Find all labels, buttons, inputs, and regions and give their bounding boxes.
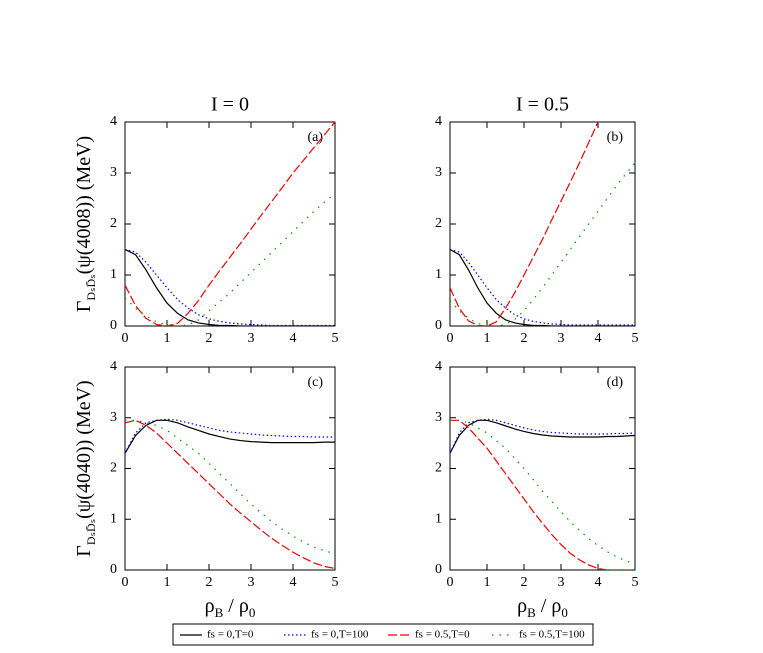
y-tick-label: 4 [110,359,117,374]
y-axis-label: ΓDₛD̄ₛ(ψ(4040)) (MeV) [73,380,98,556]
legend-box [172,623,594,646]
x-label-numer: ρ [205,595,215,617]
x-label-numer: ρ [517,595,527,617]
panel-title: I = 0.5 [516,94,569,116]
y-tick-label: 3 [435,410,442,425]
x-tick-label: 4 [595,331,602,346]
series-line [125,248,335,326]
y-tick-label: 1 [110,267,117,282]
y-tick-label: 2 [435,461,442,476]
x-tick-label: 4 [595,575,602,590]
series-line [450,248,635,326]
y-tick-label: 3 [110,410,117,425]
x-label-denom: ρ [239,595,249,617]
x-tick-label: 1 [484,331,491,346]
x-tick-label: 0 [447,575,454,590]
x-tick-label: 5 [332,331,339,346]
x-label-sub: B [215,605,224,620]
y-tick-label: 0 [435,318,442,333]
x-tick-label: 1 [164,331,171,346]
x-tick-label: 3 [558,331,565,346]
y-tick-label: 4 [110,114,117,129]
x-axis-label: ρB / ρ0 [205,595,256,621]
legend-label: fs = 0,T=100 [311,629,369,641]
y-tick-label: 1 [110,511,117,526]
series-line [125,248,335,326]
x-tick-label: 0 [447,331,454,346]
plot-frame [449,121,636,327]
series-line [125,192,335,326]
series-line [125,419,335,570]
y-tick-label: 4 [435,359,442,374]
x-label-sep: / [536,595,552,617]
series-line [125,418,335,454]
y-tick-label: 3 [435,165,442,180]
plot-frame [449,366,636,571]
x-tick-label: 2 [521,575,528,590]
x-tick-label: 3 [248,575,255,590]
panel-label: (b) [607,130,624,145]
x-tick-label: 2 [206,331,213,346]
x-tick-label: 1 [164,575,171,590]
x-tick-label: 4 [290,331,297,346]
series-line [125,122,335,326]
y-label-rest: (ψ(4040)) (MeV) [73,380,95,519]
y-axis-label: ΓDₛD̄ₛ(ψ(4008)) (MeV) [73,136,98,312]
legend-label: fs = 0.5,T=0 [415,629,470,641]
panel-title: I = 0 [211,94,249,116]
x-tick-label: 3 [558,575,565,590]
x-tick-label: 0 [122,575,129,590]
x-tick-label: 4 [290,575,297,590]
series-line [125,419,335,454]
legend-label: fs = 0,T=0 [207,629,254,641]
y-tick-label: 1 [435,511,442,526]
panel-label: (c) [307,375,323,390]
plot-frame [124,366,336,571]
x-axis-label: ρB / ρ0 [517,595,568,621]
y-tick-label: 4 [435,114,442,129]
y-tick-label: 3 [110,165,117,180]
y-label-symbol: Γ [73,301,95,313]
x-label-sub: B [527,605,536,620]
x-label-sep: / [223,595,239,617]
x-label-sub: 0 [561,605,568,620]
y-label-sub: DₛD̄ₛ [84,519,98,545]
x-tick-label: 1 [484,575,491,590]
series-line [450,162,635,326]
x-tick-label: 5 [632,331,639,346]
y-label-sub: DₛD̄ₛ [84,274,98,300]
legend-label: fs = 0.5,T=100 [519,629,585,641]
y-label-rest: (ψ(4008)) (MeV) [73,136,95,275]
y-label-symbol: Γ [73,545,95,557]
panel-label: (a) [307,130,323,145]
y-tick-label: 1 [435,267,442,282]
y-tick-label: 2 [435,216,442,231]
panel-label: (d) [607,375,624,390]
plot-frame [124,121,336,327]
y-tick-label: 0 [110,318,117,333]
y-tick-label: 2 [110,216,117,231]
series-line [450,418,635,454]
x-tick-label: 5 [632,575,639,590]
x-label-sub: 0 [249,605,256,620]
x-tick-label: 3 [248,331,255,346]
y-tick-label: 2 [110,461,117,476]
series-line [450,419,635,565]
x-tick-label: 0 [122,331,129,346]
x-label-denom: ρ [551,595,561,617]
x-tick-label: 5 [332,575,339,590]
series-line [450,248,635,326]
series-line [450,419,635,454]
series-line [450,419,635,570]
x-tick-label: 2 [521,331,528,346]
series-line [125,419,335,555]
y-tick-label: 0 [110,562,117,577]
x-tick-label: 2 [206,575,213,590]
series-line [450,122,599,326]
y-tick-label: 0 [435,562,442,577]
